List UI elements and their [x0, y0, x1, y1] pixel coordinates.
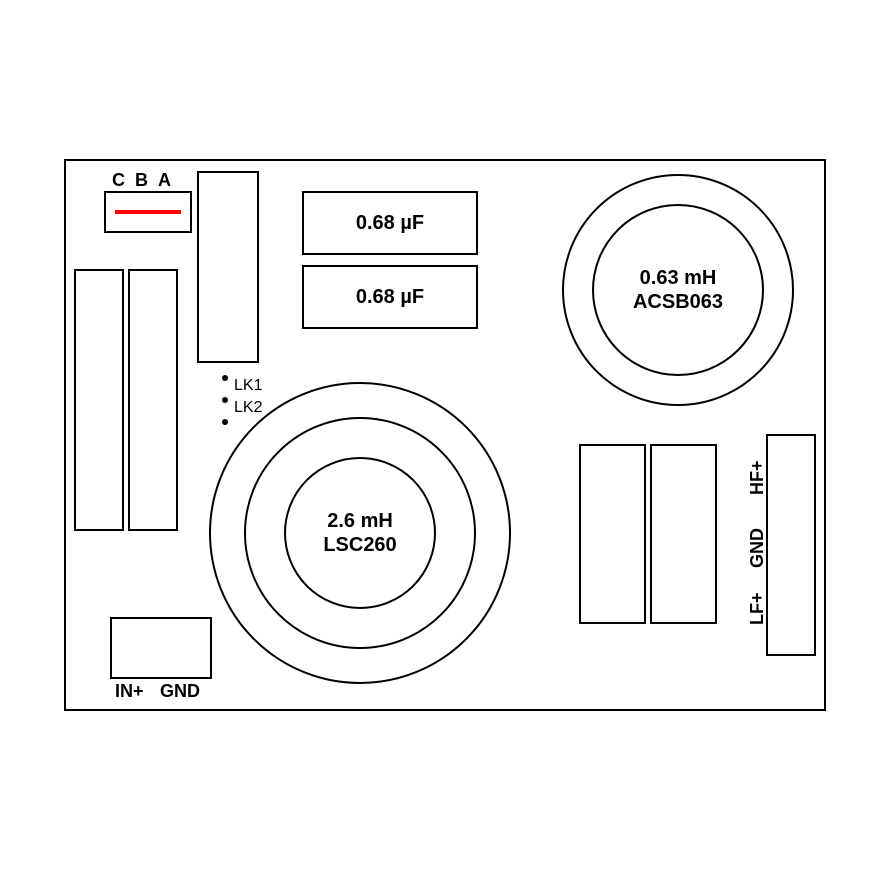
link-dot-2 — [222, 397, 228, 403]
header-b: B — [135, 170, 148, 190]
pcb-diagram: C B A 0.68 µF 0.68 µF LK1 LK2 2.6 mH LSC… — [0, 0, 889, 889]
link-dot-1 — [222, 375, 228, 381]
input-box — [111, 618, 211, 678]
output-gnd-label: GND — [747, 528, 767, 568]
output-lf-label: LF+ — [747, 592, 767, 625]
inductor-big-ring-outer — [210, 383, 510, 683]
inductor-big-ring-mid — [245, 418, 475, 648]
output-hf-label: HF+ — [747, 460, 767, 495]
inductor-big-label-bot: LSC260 — [323, 534, 396, 556]
header-c: C — [112, 170, 125, 190]
inductor-small-label-top: 0.63 mH — [640, 267, 717, 289]
inductor-small-ring-outer — [563, 175, 793, 405]
header-a: A — [158, 170, 171, 190]
inductor-small-label-bot: ACSB063 — [633, 291, 723, 313]
cap2-label: 0.68 µF — [356, 286, 424, 308]
input-in-label: IN+ — [115, 681, 144, 701]
inductor-big-label-top: 2.6 mH — [327, 510, 393, 532]
inductor-big-ring-inner — [285, 458, 435, 608]
input-gnd-label: GND — [160, 681, 200, 701]
left-rect-b — [129, 270, 177, 530]
left-rect-a — [75, 270, 123, 530]
board-outline — [65, 160, 825, 710]
inductor-small-ring-inner — [593, 205, 763, 375]
right-rect-a — [580, 445, 645, 623]
output-box — [767, 435, 815, 655]
right-rect-b — [651, 445, 716, 623]
link-dot-3 — [222, 419, 228, 425]
lk2-label: LK2 — [234, 399, 263, 416]
tall-rect-top — [198, 172, 258, 362]
cap1-label: 0.68 µF — [356, 212, 424, 234]
lk1-label: LK1 — [234, 377, 263, 394]
